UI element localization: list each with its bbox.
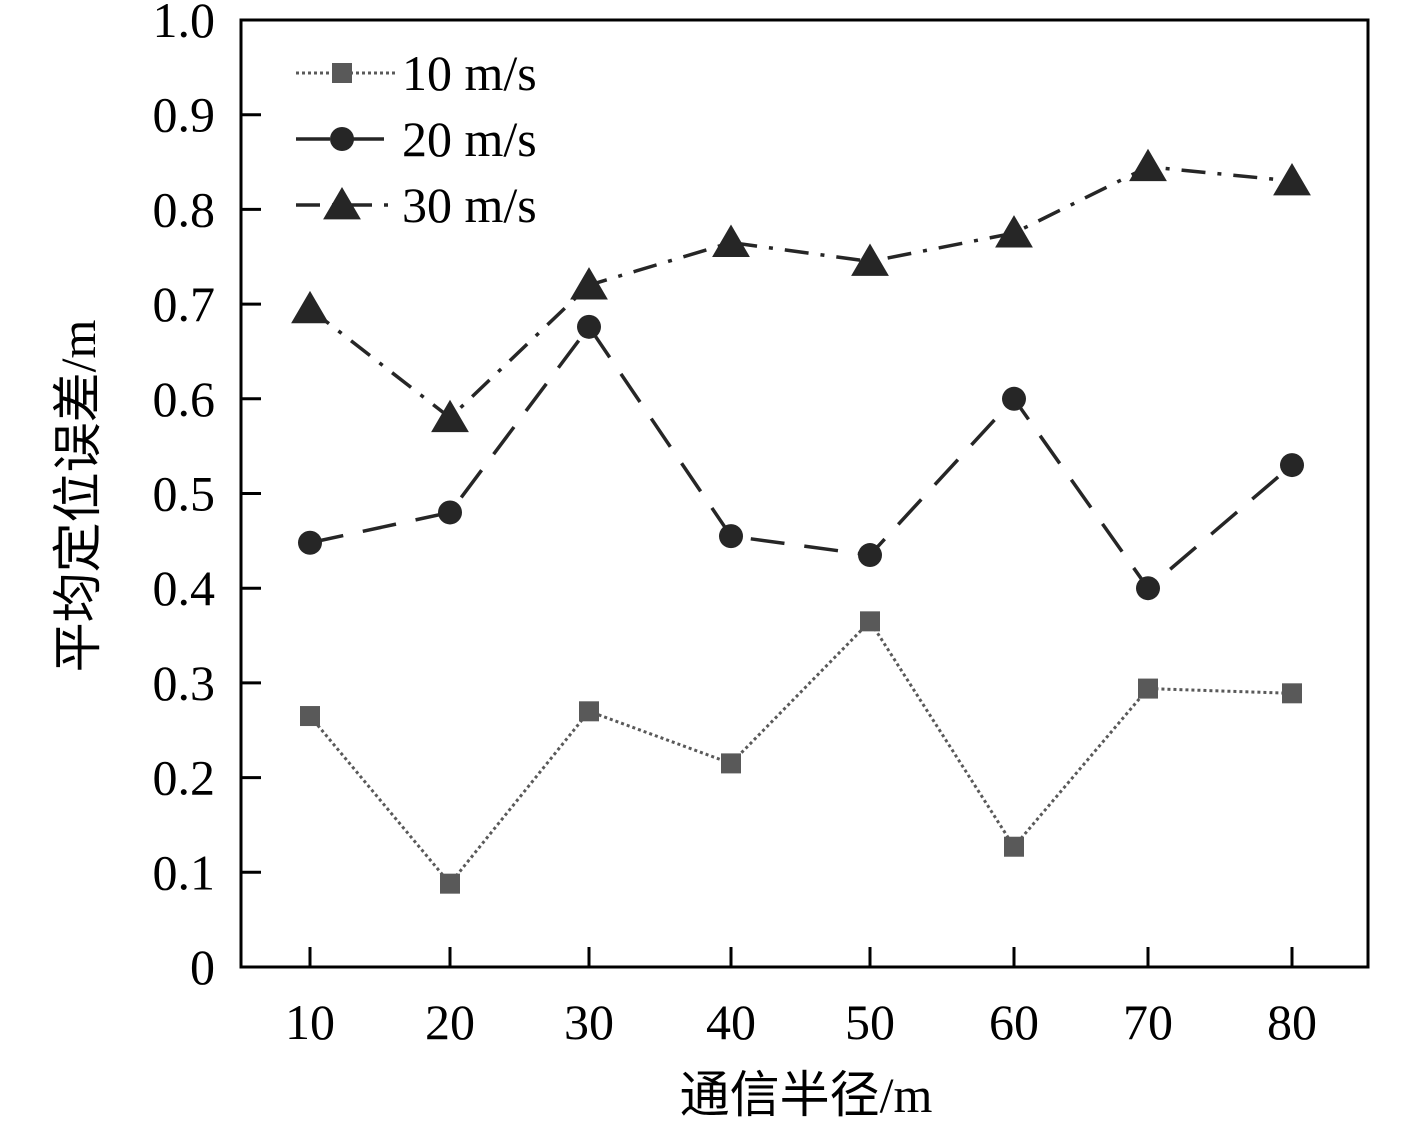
data-point-circle	[1002, 386, 1026, 411]
series-2	[298, 314, 1304, 601]
data-point-circle	[577, 314, 601, 339]
data-point-circle	[298, 530, 322, 555]
data-point-circle	[1136, 576, 1160, 601]
data-point-square	[440, 873, 460, 894]
y-tick-label: 0	[190, 939, 215, 995]
data-point-square	[1004, 836, 1024, 857]
data-point-triangle	[431, 399, 469, 433]
legend-item-3: 30 m/s	[296, 177, 537, 233]
series-group	[291, 148, 1311, 894]
data-point-triangle	[570, 267, 608, 300]
legend-label: 30 m/s	[402, 177, 537, 233]
data-point-circle	[719, 524, 743, 549]
data-point-triangle	[712, 224, 750, 257]
data-point-square	[579, 701, 599, 722]
x-tick-label: 60	[989, 994, 1039, 1050]
data-point-circle	[330, 127, 354, 151]
data-point-triangle	[1129, 148, 1167, 182]
x-tick-label: 30	[564, 994, 614, 1050]
series-line	[308, 164, 1293, 421]
y-tick-label: 0.1	[153, 844, 216, 900]
data-point-square	[300, 706, 320, 727]
data-point-square	[1138, 678, 1158, 699]
x-tick-label: 70	[1123, 994, 1173, 1050]
legend-item-1: 10 m/s	[296, 45, 537, 101]
legend: 10 m/s 20 m/s 30 m/s	[296, 45, 537, 233]
data-point-triangle	[851, 243, 889, 276]
data-point-circle	[1280, 453, 1304, 478]
legend-label: 10 m/s	[402, 45, 537, 101]
legend-label: 20 m/s	[402, 111, 537, 167]
x-tick-label: 80	[1267, 994, 1317, 1050]
y-tick-label: 0.4	[153, 560, 216, 616]
y-tick-label: 0.8	[153, 181, 216, 237]
data-point-square	[860, 611, 880, 632]
y-tick-label: 0.3	[153, 655, 216, 711]
data-point-triangle	[323, 187, 361, 220]
series-line	[308, 618, 1293, 887]
y-tick-label: 0.9	[153, 87, 216, 143]
x-tick-label: 40	[706, 994, 756, 1050]
y-tick-label: 0.5	[153, 466, 216, 522]
data-point-triangle	[1273, 162, 1311, 196]
data-point-square	[721, 753, 741, 774]
data-point-square	[1282, 683, 1302, 704]
series-1	[300, 611, 1302, 894]
y-tick-label: 1.0	[153, 0, 216, 48]
y-tick-label: 0.2	[153, 750, 216, 806]
y-axis-title: 平均定位误差/m	[50, 320, 106, 673]
series-3	[291, 148, 1311, 433]
series-line	[309, 323, 1294, 591]
legend-item-2: 20 m/s	[296, 111, 537, 167]
x-tick-label: 20	[425, 994, 475, 1050]
x-tick-label: 50	[845, 994, 895, 1050]
data-point-square	[332, 63, 352, 83]
axes: 0 0.1 0.2 0.3 0.4 0.5 0.6 0.7 0.8 0.9 1.0 10 20 30 40 5…	[153, 0, 1370, 1050]
y-tick-label: 0.6	[153, 371, 216, 427]
x-axis-title: 通信半径/m	[680, 1067, 933, 1123]
data-point-circle	[438, 500, 462, 525]
y-tick-label: 0.7	[153, 276, 216, 332]
data-point-triangle	[291, 290, 329, 324]
data-point-triangle	[995, 215, 1033, 248]
x-tick-label: 10	[285, 994, 335, 1050]
data-point-circle	[858, 543, 882, 568]
